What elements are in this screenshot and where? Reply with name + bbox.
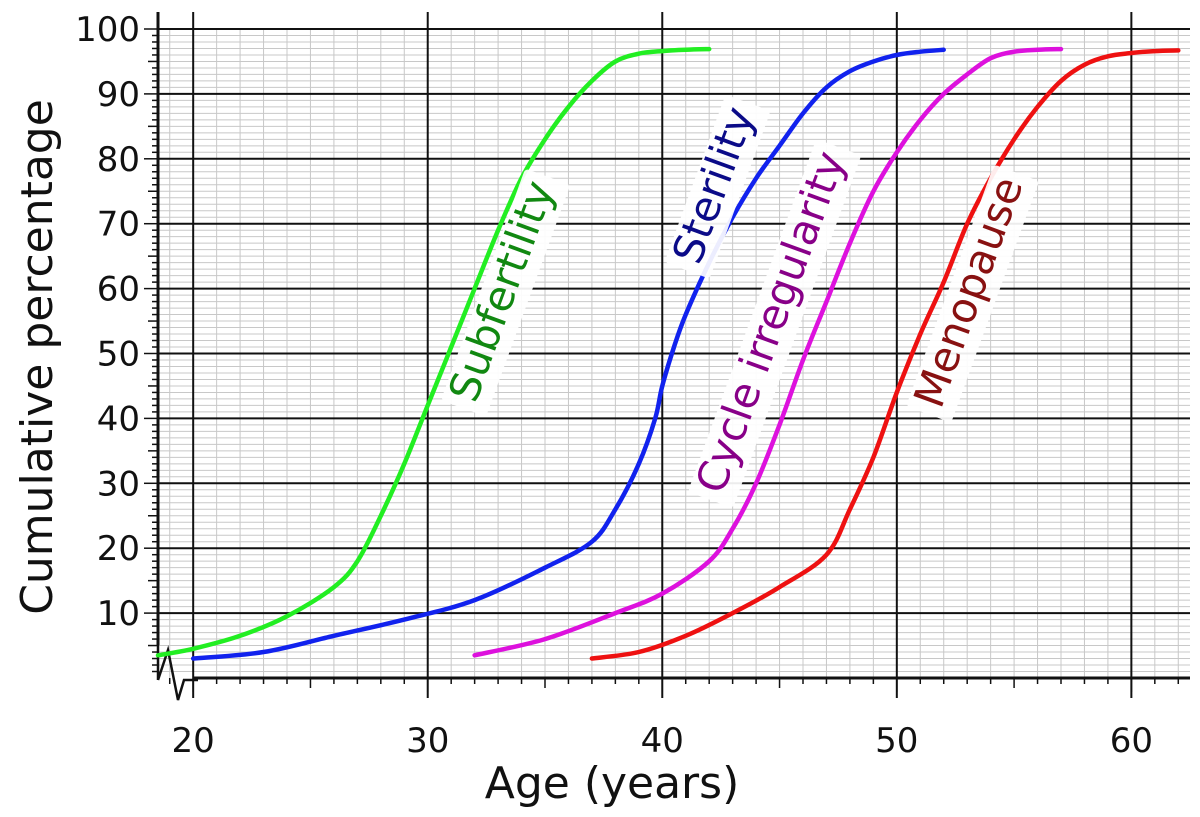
major-grid (158, 12, 1190, 698)
series-line-menopause (589, 48, 1181, 661)
y-tick-label: 80 (97, 140, 140, 180)
y-tick-label: 10 (97, 594, 140, 634)
x-tick-label: 40 (641, 721, 684, 761)
y-tick-label: 60 (97, 270, 140, 310)
y-axis-title: Cumulative percentage (12, 99, 63, 615)
series-label-group-menopause: Menopause (904, 165, 1039, 422)
series-label-background (665, 95, 770, 278)
series-label-menopause: Menopause (904, 170, 1033, 413)
y-tick-label: 50 (97, 335, 140, 375)
y-tick-label: 70 (97, 205, 140, 245)
series-label-background (907, 165, 1039, 422)
series-line-cycle-irregularity (472, 46, 1064, 658)
y-tick-label: 90 (97, 75, 140, 115)
series-label-group-sterility: Sterility (663, 95, 770, 278)
x-tick-label: 50 (875, 721, 918, 761)
y-tick-label: 30 (97, 464, 140, 504)
x-tick-label: 20 (172, 721, 215, 761)
x-tick-label: 60 (1110, 721, 1153, 761)
y-tick-label: 40 (97, 399, 140, 439)
x-axis-title: Age (years) (485, 758, 740, 809)
series-label-background (441, 169, 570, 416)
series-lines (155, 46, 1181, 661)
series-label-background (688, 140, 861, 508)
y-tick-label: 20 (97, 529, 140, 569)
axis-break-mark (156, 645, 198, 701)
series-line-subfertility (155, 46, 712, 658)
series-line-sterility (190, 47, 946, 661)
tick-labels: 10 20 30 40 50 60 70 80 90 100 20 30 40 50 60 (75, 10, 1153, 761)
y-tick-label: 100 (75, 10, 140, 50)
axes (144, 12, 1190, 701)
x-tick-label: 30 (406, 721, 449, 761)
